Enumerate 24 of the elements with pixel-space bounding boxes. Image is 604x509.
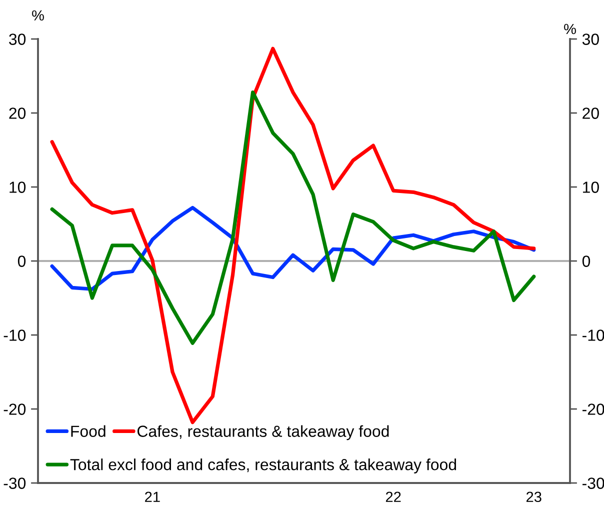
y-tick-label: -30	[4, 478, 26, 489]
y-axis-title: %	[32, 10, 44, 21]
y-tick-label: 10	[10, 182, 26, 193]
x-tick-label: 22	[386, 492, 401, 502]
line-series	[50, 90, 536, 345]
y-tick-label: -20	[4, 404, 26, 415]
y2-axis-title: %	[564, 24, 576, 34]
y-tick-label: 30	[9, 34, 26, 45]
y2-tick-label: -10	[582, 330, 604, 341]
y-tick-label: -10	[4, 330, 26, 341]
y2-tick-label: -20	[582, 404, 604, 415]
line-series	[50, 46, 536, 424]
x-tick-label: 23	[526, 492, 542, 502]
y2-tick-label: 20	[582, 108, 599, 119]
y2-tick-label: 0	[582, 256, 590, 267]
y-tick-label: 20	[9, 108, 26, 119]
y2-tick-label: 10	[583, 182, 599, 193]
y-tick-label: 0	[18, 256, 26, 267]
y2-tick-label: -30	[582, 478, 604, 489]
legend-label: Total excl food and cafes, restaurants & takeaway food	[70, 458, 456, 474]
legend-label: Cafes, restaurants & takeaway food	[138, 425, 389, 440]
legend-label: Food	[71, 425, 106, 437]
y2-tick-label: 30	[582, 34, 599, 45]
x-tick-label: 21	[145, 492, 160, 502]
